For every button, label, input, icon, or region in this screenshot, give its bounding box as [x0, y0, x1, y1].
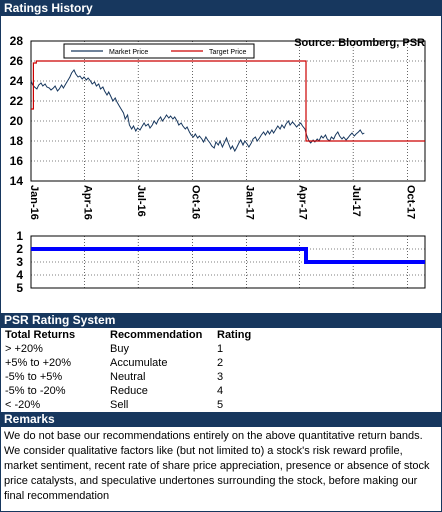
col-recommendation: Recommendation: [110, 329, 203, 341]
recommendation-cell: Reduce: [110, 385, 148, 397]
returns-cell: < -20%: [5, 399, 41, 411]
ratings-history-header: Ratings History: [1, 1, 441, 16]
price-x-tick-label: Oct-17: [404, 185, 416, 219]
table-row: < -20% Sell 5: [3, 398, 253, 412]
price-y-tick-label: 20: [10, 114, 24, 128]
price-y-ticks: 14 16 18 20 22 24 26 28: [10, 34, 24, 188]
series-line: [30, 69, 365, 153]
price-chart-grid: [30, 40, 426, 182]
table-row: -5% to -20% Reduce 4: [3, 384, 253, 398]
remarks-header: Remarks: [1, 412, 441, 427]
legend-label: Market Price: [109, 49, 148, 56]
rating-cell: 3: [217, 371, 224, 383]
price-y-tick-label: 18: [10, 134, 24, 148]
price-x-tick-label: Oct-16: [189, 185, 201, 219]
returns-cell: +5% to +20%: [5, 357, 72, 369]
price-y-tick-label: 28: [10, 34, 24, 48]
returns-cell: > +20%: [5, 343, 43, 355]
table-row: -5% to +5% Neutral 3: [3, 370, 253, 384]
table-row: > +20% Buy 1: [3, 342, 253, 356]
rating-line: [31, 247, 425, 264]
legend-box: [63, 43, 255, 59]
rating-y-tick-label: 3: [16, 255, 23, 269]
price-y-tick-label: 22: [10, 94, 24, 108]
rating-cell: 2: [217, 357, 224, 369]
col-rating: Rating: [217, 329, 252, 341]
price-y-tick-label: 16: [10, 154, 24, 168]
price-y-tick-label: 24: [10, 74, 24, 88]
legend-label: Target Price: [209, 49, 246, 56]
chart-legend: Market Price Target Price: [63, 43, 255, 59]
price-x-tick-label: Jan-16: [28, 185, 40, 220]
rating-cell: 4: [217, 385, 224, 397]
rating-series: [31, 247, 425, 264]
remarks-body: We do not base our recommendations entir…: [1, 427, 441, 506]
price-x-ticks: Jan-16 Apr-16 Jul-16 Oct-16 Jan-17 Apr-17 Jul-…: [28, 185, 416, 220]
rating-table-header-row: Total Returns Recommendation Rating: [3, 328, 253, 342]
price-x-tick-label: Jan-17: [244, 185, 256, 220]
returns-cell: -5% to +5%: [5, 371, 63, 383]
rating-y-tick-label: 1: [16, 229, 23, 243]
remarks-line-2: We consider qualitative factors like (bu…: [4, 445, 430, 502]
rating-system-header: PSR Rating System: [1, 313, 441, 328]
price-series: [30, 60, 425, 153]
price-x-tick-label: Apr-16: [82, 185, 94, 220]
recommendation-cell: Sell: [110, 399, 129, 411]
rating-system-table: Total Returns Recommendation Rating > +2…: [3, 328, 253, 412]
price-x-tick-label: Jul-16: [135, 185, 147, 217]
price-x-tick-label: Jul-17: [350, 185, 362, 217]
price-x-tick-label: Apr-17: [297, 185, 309, 220]
rating-cell: 1: [217, 343, 224, 355]
price-y-tick-label: 26: [10, 54, 24, 68]
rating-y-tick-label: 4: [16, 268, 23, 282]
series-line: [31, 60, 425, 142]
price-y-tick-label: 14: [10, 174, 24, 188]
recommendation-cell: Accumulate: [110, 357, 168, 369]
rating-cell: 5: [217, 399, 224, 411]
price-plot-frame: [30, 40, 426, 182]
rating-y-tick-label: 5: [16, 281, 23, 295]
rating-y-tick-label: 2: [16, 242, 23, 256]
recommendation-cell: Buy: [110, 343, 129, 355]
chart-area: 14 16 18 20 22 24 26 28 Jan-16 Apr-16 Jul-16 Oct-1…: [1, 16, 441, 313]
col-total-returns: Total Returns: [5, 329, 76, 341]
source-label: Source: Bloomberg, PSR: [294, 37, 425, 49]
table-row: +5% to +20% Accumulate 2: [3, 356, 253, 370]
remarks-line-1: We do not base our recommendations entir…: [4, 430, 423, 442]
recommendation-cell: Neutral: [110, 371, 146, 383]
returns-cell: -5% to -20%: [5, 385, 66, 397]
